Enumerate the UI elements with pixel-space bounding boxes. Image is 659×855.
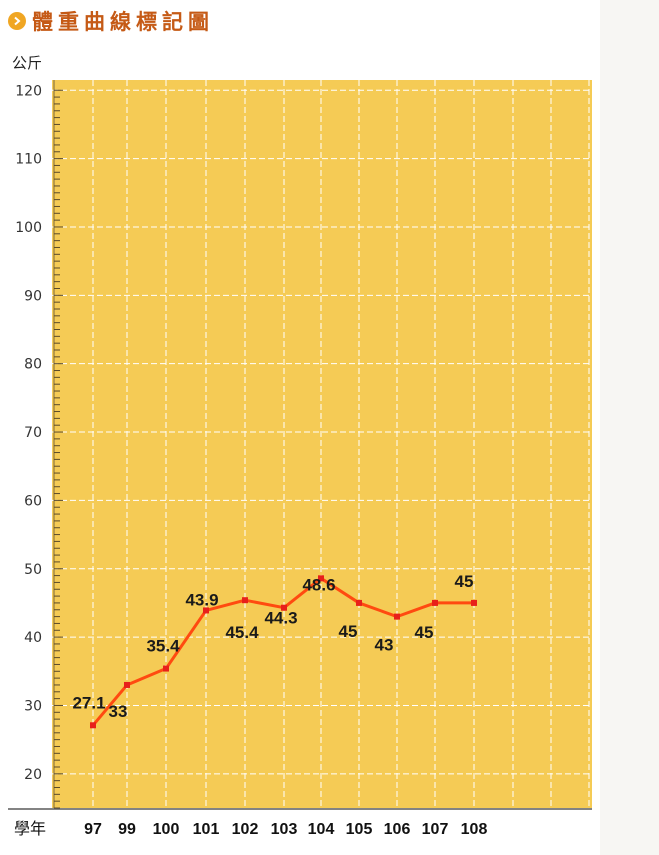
y-tick-label: 30	[24, 698, 42, 714]
data-label: 44.3	[264, 609, 297, 628]
data-label: 45	[455, 572, 474, 591]
chart-title: 體重曲線標記圖	[32, 10, 214, 34]
data-labels: 27.1 33 35.4 43.9 45.4 44.3 48.6 45 43 45 45	[72, 572, 473, 721]
data-point-marker	[432, 599, 438, 606]
data-point-marker	[394, 613, 400, 620]
x-tick-label: 97	[84, 821, 102, 838]
x-tick-label: 100	[153, 821, 180, 838]
x-tick-label: 105	[346, 821, 373, 838]
y-axis-minor-ticks	[53, 80, 63, 809]
y-tick-label: 120	[15, 83, 42, 99]
data-point-marker	[318, 575, 324, 582]
y-axis-unit-label: 公斤	[12, 54, 43, 72]
x-tick-label: 103	[271, 821, 298, 838]
x-tick-label: 104	[308, 821, 335, 838]
data-point-marker	[124, 681, 130, 688]
data-point-marker	[90, 722, 96, 729]
y-tick-label: 110	[15, 152, 42, 168]
data-point-marker	[163, 665, 169, 672]
y-axis-tick-labels: 20 30 40 50 60 70 80 90 100 110 120	[15, 83, 42, 783]
data-point-marker	[242, 597, 248, 604]
y-tick-label: 50	[24, 562, 42, 578]
data-point-marker	[281, 604, 287, 611]
x-tick-label: 99	[118, 821, 136, 838]
data-label: 45	[339, 622, 358, 641]
data-point-marker	[203, 607, 209, 614]
x-tick-label: 106	[384, 821, 411, 838]
data-point-markers	[90, 575, 477, 729]
grid-lines	[52, 80, 592, 808]
data-point-marker	[471, 599, 477, 606]
data-label: 27.1	[72, 693, 105, 712]
data-label: 45	[415, 623, 434, 642]
data-point-marker	[356, 599, 362, 606]
chevron-right-icon	[8, 12, 26, 30]
x-tick-label: 108	[461, 821, 488, 838]
right-background-panel	[600, 0, 659, 855]
y-tick-label: 90	[24, 288, 42, 304]
y-tick-label: 100	[15, 220, 42, 236]
x-axis-tick-labels: 97 99 100 101 102 103 104 105 106 107 108	[84, 821, 487, 838]
y-tick-label: 80	[24, 357, 42, 373]
y-tick-label: 70	[24, 425, 42, 441]
data-label: 43	[375, 636, 394, 655]
y-tick-label: 60	[24, 493, 42, 509]
data-label: 35.4	[146, 637, 180, 656]
data-label: 33	[109, 702, 128, 721]
chart-header: 體重曲線標記圖	[8, 6, 214, 36]
x-tick-label: 102	[232, 821, 259, 838]
x-axis-title: 學年	[14, 819, 46, 838]
y-tick-label: 20	[24, 767, 42, 783]
data-label: 48.6	[302, 575, 335, 594]
data-label: 45.4	[225, 623, 259, 642]
y-tick-label: 40	[24, 630, 42, 646]
plot-area	[52, 80, 592, 808]
data-label: 43.9	[185, 590, 218, 609]
x-tick-label: 107	[422, 821, 449, 838]
x-tick-label: 101	[193, 821, 220, 838]
